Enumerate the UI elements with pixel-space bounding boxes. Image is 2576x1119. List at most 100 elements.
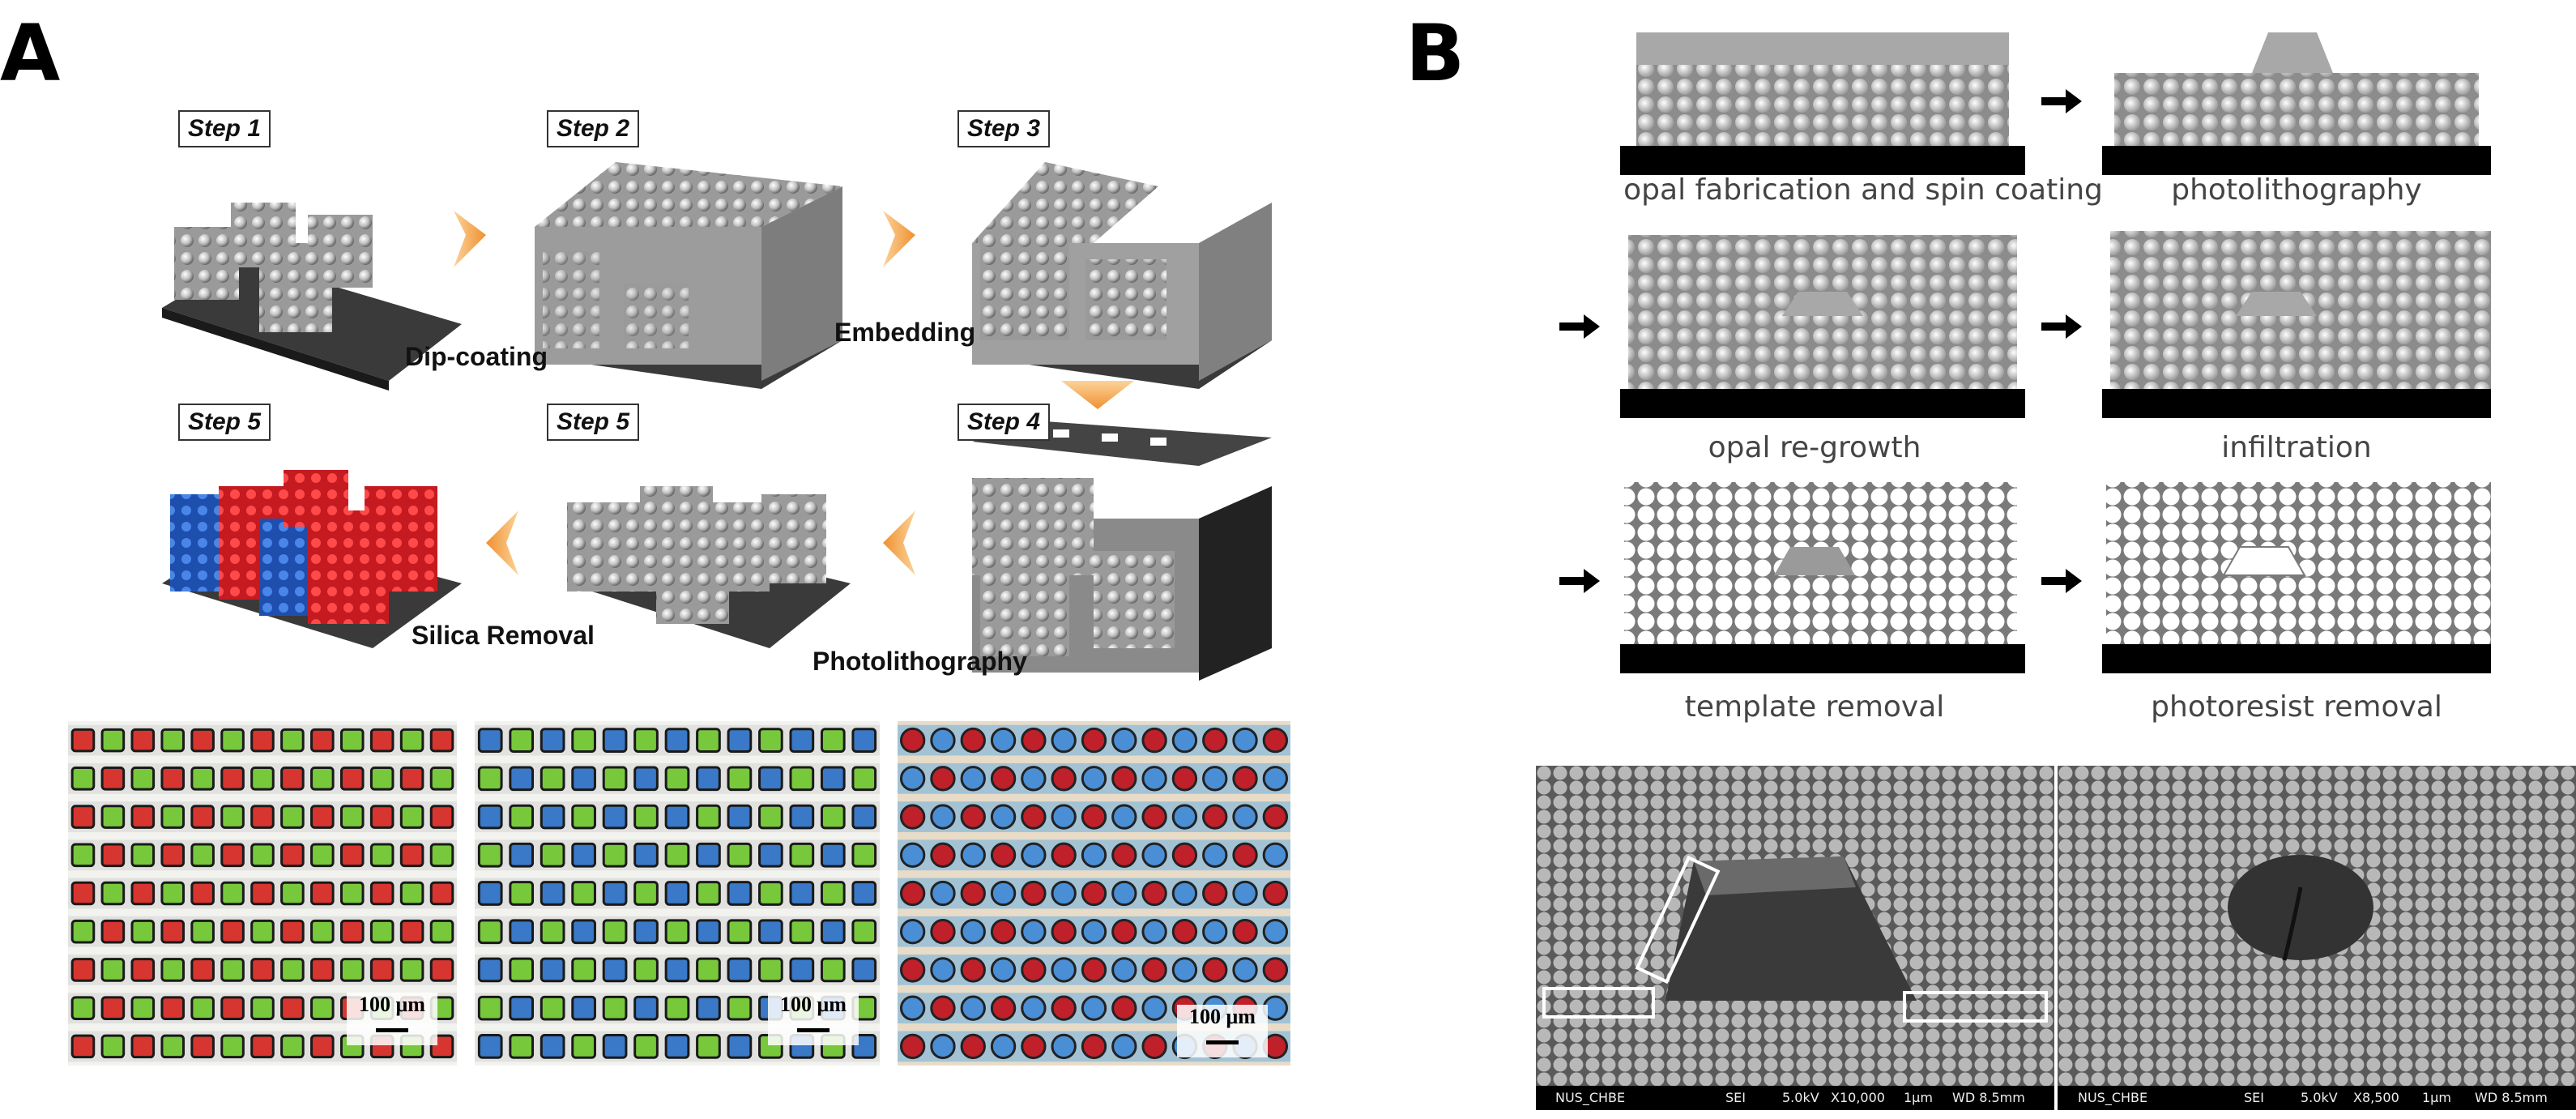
micrograph-1-pixel [310, 767, 335, 791]
micrograph-3-pixel [1081, 957, 1107, 983]
micrograph-2-pixel [509, 919, 535, 945]
scale-bar-2 [797, 1028, 830, 1032]
sem2-info-scale: 1μm [2422, 1090, 2451, 1105]
micrograph-2-pixel [477, 995, 503, 1021]
micrograph-3-pixel [1021, 957, 1047, 983]
caption-template-removal: template removal [1684, 690, 1945, 724]
micrograph-2-pixel [820, 881, 846, 906]
sem2-info-kv: 5.0kV [2301, 1090, 2338, 1105]
micrograph-3-pixel [1232, 804, 1258, 830]
micrograph-3-pixel [1051, 957, 1077, 983]
step1-illustration [162, 203, 462, 391]
micrograph-1-pixel [429, 881, 454, 906]
micrograph-2-pixel [664, 1034, 690, 1059]
micrograph-3-pixel [1081, 766, 1107, 792]
micrograph-3-pixel [990, 880, 1017, 907]
micrograph-3-pixel [1021, 804, 1047, 830]
micrograph-3-pixel [1111, 804, 1137, 830]
micrograph-1-pixel [250, 919, 275, 944]
micrograph-3-pixel [1021, 880, 1047, 907]
micrograph-3-pixel [1232, 919, 1258, 945]
micrograph-3-pixel [990, 804, 1017, 830]
micrograph-1-pixel [429, 958, 454, 982]
micrograph-2-pixel [602, 995, 628, 1021]
micrograph-3-pixel [930, 919, 956, 945]
micrograph-1-pixel [190, 996, 215, 1020]
micrograph-2-pixel [477, 842, 503, 868]
micrograph-1-pixel [280, 767, 305, 791]
micrograph-1-pixel [70, 767, 96, 791]
micrograph-1-pixel [250, 958, 275, 982]
micrograph-2-pixel [789, 804, 815, 830]
micrograph-1-pixel [130, 843, 156, 868]
micrograph-2-pixel [758, 766, 783, 792]
micrograph-3-pixel [1232, 766, 1258, 792]
scale-box-1: 100 μm [347, 993, 437, 1045]
micrograph-1-pixel [280, 958, 305, 982]
micrograph-2-pixel [696, 919, 721, 945]
micrograph-1-pixel [70, 728, 96, 753]
micrograph-2-pixel [851, 842, 877, 868]
micrograph-3-pixel [1262, 919, 1289, 945]
micrograph-1-pixel [399, 958, 424, 982]
micrograph-2-pixel [571, 1034, 596, 1059]
micrograph-3-pixel [1202, 842, 1228, 868]
micrograph-1-pixel [369, 843, 395, 868]
micrograph-2-pixel [664, 804, 690, 830]
micrograph-2-pixel [540, 728, 565, 753]
micrograph-1-pixel [130, 996, 156, 1020]
caption-photolithography: photolithography [2171, 173, 2422, 207]
micrograph-3-pixel [990, 766, 1017, 792]
micrograph-3-pixel [1141, 919, 1167, 945]
micrograph-3-pixel [960, 957, 986, 983]
micrograph-2-pixel [664, 728, 690, 753]
micrograph-1-pixel [399, 767, 424, 791]
micrograph-2-pixel [477, 881, 503, 906]
micrograph-3-pixel [1262, 957, 1289, 983]
micrograph-3-pixel [1051, 1033, 1077, 1060]
step2-illustration [535, 162, 842, 389]
micrograph-1-pixel [250, 805, 275, 829]
micrograph-1-pixel [429, 728, 454, 753]
micrograph-3-pixel [1262, 727, 1289, 754]
micrograph-3-pixel [1202, 919, 1228, 945]
micrograph-2-pixel [602, 766, 628, 792]
micrograph-1-pixel [190, 767, 215, 791]
micrograph-3-pixel [990, 995, 1017, 1021]
micrograph-3-pixel [1081, 995, 1107, 1021]
caption-opal-regrowth: opal re-growth [1708, 431, 1921, 464]
micrograph-3-pixel [1202, 804, 1228, 830]
micrograph-3-pixel [1111, 919, 1137, 945]
micrograph-2-pixel [851, 804, 877, 830]
micrograph-1-pixel [130, 805, 156, 829]
micrograph-1-pixel [220, 767, 245, 791]
micrograph-3-pixel [1202, 766, 1228, 792]
micrograph-2-pixel [727, 919, 753, 945]
micrograph-1-pixel [250, 996, 275, 1020]
micrograph-3-pixel [1232, 880, 1258, 907]
scale-bar-3 [1206, 1040, 1239, 1044]
embedding-label: Embedding [834, 318, 976, 347]
schematic-infiltration [2102, 231, 2491, 418]
micrograph-2-pixel [727, 957, 753, 983]
micrograph-1-pixel [339, 843, 365, 868]
micrograph-2-pixel [664, 766, 690, 792]
micrograph-3-pixel [1232, 727, 1258, 754]
panel-label-a: A [0, 8, 61, 99]
arrow-b-3 [2041, 314, 2082, 339]
micrograph-3-pixel [1171, 880, 1198, 907]
micrograph-2-pixel [633, 804, 659, 830]
micrograph-2-pixel [727, 728, 753, 753]
micrograph-3-pixel [1141, 766, 1167, 792]
micrograph-2-pixel [477, 957, 503, 983]
micrograph-1-pixel [310, 958, 335, 982]
micrograph-1-pixel [369, 958, 395, 982]
sem2-info-mode: SEI [2244, 1090, 2264, 1105]
schematic-photolithography [2102, 32, 2491, 175]
arrow-left-1 [883, 510, 915, 575]
micrograph-3-pixel [960, 919, 986, 945]
micrograph-3-pixel [1021, 766, 1047, 792]
micrograph-3-pixel [1141, 995, 1167, 1021]
micrograph-3-pixel [899, 804, 926, 830]
micrograph-2-pixel [477, 766, 503, 792]
